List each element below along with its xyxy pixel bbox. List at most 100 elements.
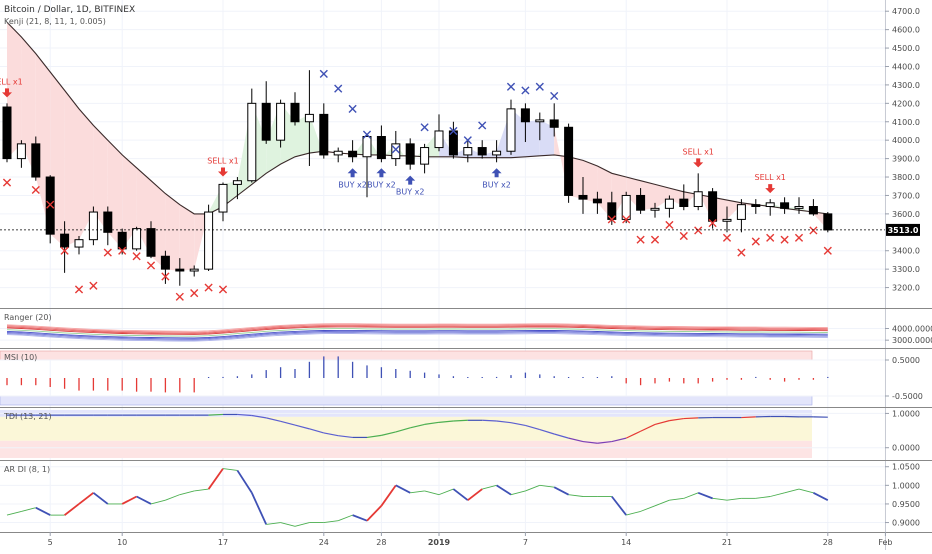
sell-arrow-icon	[218, 168, 228, 177]
y-tick-label: 1.0000	[892, 409, 920, 418]
candle-body	[709, 192, 717, 221]
candle-body	[723, 219, 731, 221]
ardi-line-segment	[381, 485, 395, 505]
x-tick-label: 28	[376, 538, 386, 547]
ardi-line-segment	[93, 493, 107, 504]
ardi-line-segment	[511, 491, 525, 495]
ardi-line-segment	[497, 485, 511, 494]
ardi-line-segment	[367, 506, 381, 521]
ardi-line-segment	[165, 495, 179, 501]
ardi-line-segment	[641, 506, 655, 512]
msi-lower-band	[0, 396, 812, 405]
ardi-line-segment	[468, 489, 482, 500]
candle-body	[205, 212, 213, 269]
ardi-line-segment	[223, 469, 237, 471]
ardi-line-segment	[727, 498, 741, 500]
candle-body	[464, 148, 472, 155]
ardi-line-segment	[569, 495, 583, 497]
ardi-line-segment	[79, 493, 93, 504]
candle-body	[262, 103, 270, 140]
sell-signal-label: SELL x1	[682, 147, 713, 156]
tdi-line-segment	[209, 414, 223, 415]
candle-body	[795, 207, 803, 209]
tdi-lower-zone	[0, 441, 812, 458]
candle-body	[233, 181, 241, 185]
candle-body	[133, 229, 141, 249]
candle-body	[406, 144, 414, 164]
ardi-line-segment	[655, 500, 669, 506]
candle-body	[176, 269, 184, 271]
candle-body	[17, 144, 25, 159]
candle-body	[637, 195, 645, 210]
sell-signal: SELL x1	[754, 173, 785, 193]
y-tick-label: 3700.0	[892, 191, 920, 200]
candle-body	[507, 109, 515, 151]
ardi-line-segment	[482, 485, 496, 489]
chart-title: Bitcoin / Dollar, 1D, BITFINEX	[4, 5, 135, 15]
tdi-line-segment	[741, 417, 755, 418]
candle-body	[694, 192, 702, 207]
ardi-line-segment	[813, 493, 827, 500]
x-marker	[479, 122, 486, 129]
buy-arrow-icon	[376, 168, 386, 177]
y-tick-label: 0.9500	[892, 500, 920, 509]
y-tick-label: 0.5000	[892, 356, 920, 365]
ardi-line-segment	[21, 508, 35, 512]
sell-signal: SELL x1	[682, 147, 713, 167]
x-tick-label: 14	[621, 538, 631, 547]
ardi-line-segment	[554, 487, 568, 494]
candle-body	[680, 199, 688, 206]
ardi-line-segment	[65, 504, 79, 515]
candle-body	[104, 212, 112, 232]
candle-body	[349, 151, 357, 157]
x-marker	[637, 236, 644, 243]
buy-signal: BUY x2	[482, 168, 511, 189]
x-tick-label: 7	[523, 538, 528, 547]
ardi-line-segment	[756, 497, 770, 499]
candle-body	[89, 212, 97, 240]
x-tick-label: 10	[117, 538, 127, 547]
sell-signal-label: SELL x1	[0, 77, 23, 86]
ardi-line-segment	[453, 489, 467, 500]
x-marker	[90, 282, 97, 289]
ardi-line-segment	[525, 485, 539, 491]
ardi-line-segment	[194, 489, 208, 491]
ardi-line-segment	[425, 491, 439, 495]
x-marker	[795, 234, 802, 241]
msi-title: MSI (10)	[4, 353, 37, 362]
x-tick-label: 21	[722, 538, 732, 547]
candle-body	[521, 109, 529, 122]
ardi-line-segment	[684, 493, 698, 499]
candle-body	[824, 214, 832, 230]
x-marker	[810, 227, 817, 234]
x-tick-label: Feb	[878, 538, 892, 547]
indicator-label: Kenji (21, 8, 11, 1, 0.005)	[4, 17, 106, 26]
sell-arrow-icon	[693, 158, 703, 167]
candle-body	[565, 127, 573, 195]
x-marker	[695, 227, 702, 234]
buy-signal-label: BUY x2	[338, 180, 367, 189]
y-tick-label: 4200.0	[892, 99, 920, 108]
buy-signal-label: BUY x2	[482, 180, 511, 189]
ardi-line-segment	[252, 493, 266, 525]
candle-body	[248, 103, 256, 180]
ardi-line-segment	[180, 491, 194, 495]
y-tick-label: 4500.0	[892, 44, 920, 53]
buy-arrow-icon	[492, 168, 502, 177]
sell-arrow-icon	[765, 184, 775, 193]
x-marker	[666, 221, 673, 228]
candle-body	[536, 120, 544, 122]
ardi-line-segment	[122, 497, 136, 504]
ardi-line-segment	[785, 489, 799, 493]
candle-body	[305, 114, 313, 121]
candle-body	[809, 207, 817, 214]
candle-body	[579, 195, 587, 199]
sell-signal-label: SELL x1	[207, 157, 238, 166]
ardi-line-segment	[295, 523, 309, 527]
y-tick-label: 3600.0	[892, 210, 920, 219]
ardi-line-segment	[698, 493, 712, 499]
ardi-line-segment	[137, 497, 151, 504]
ardi-line-segment	[770, 493, 784, 497]
buy-arrow-icon	[348, 168, 358, 177]
